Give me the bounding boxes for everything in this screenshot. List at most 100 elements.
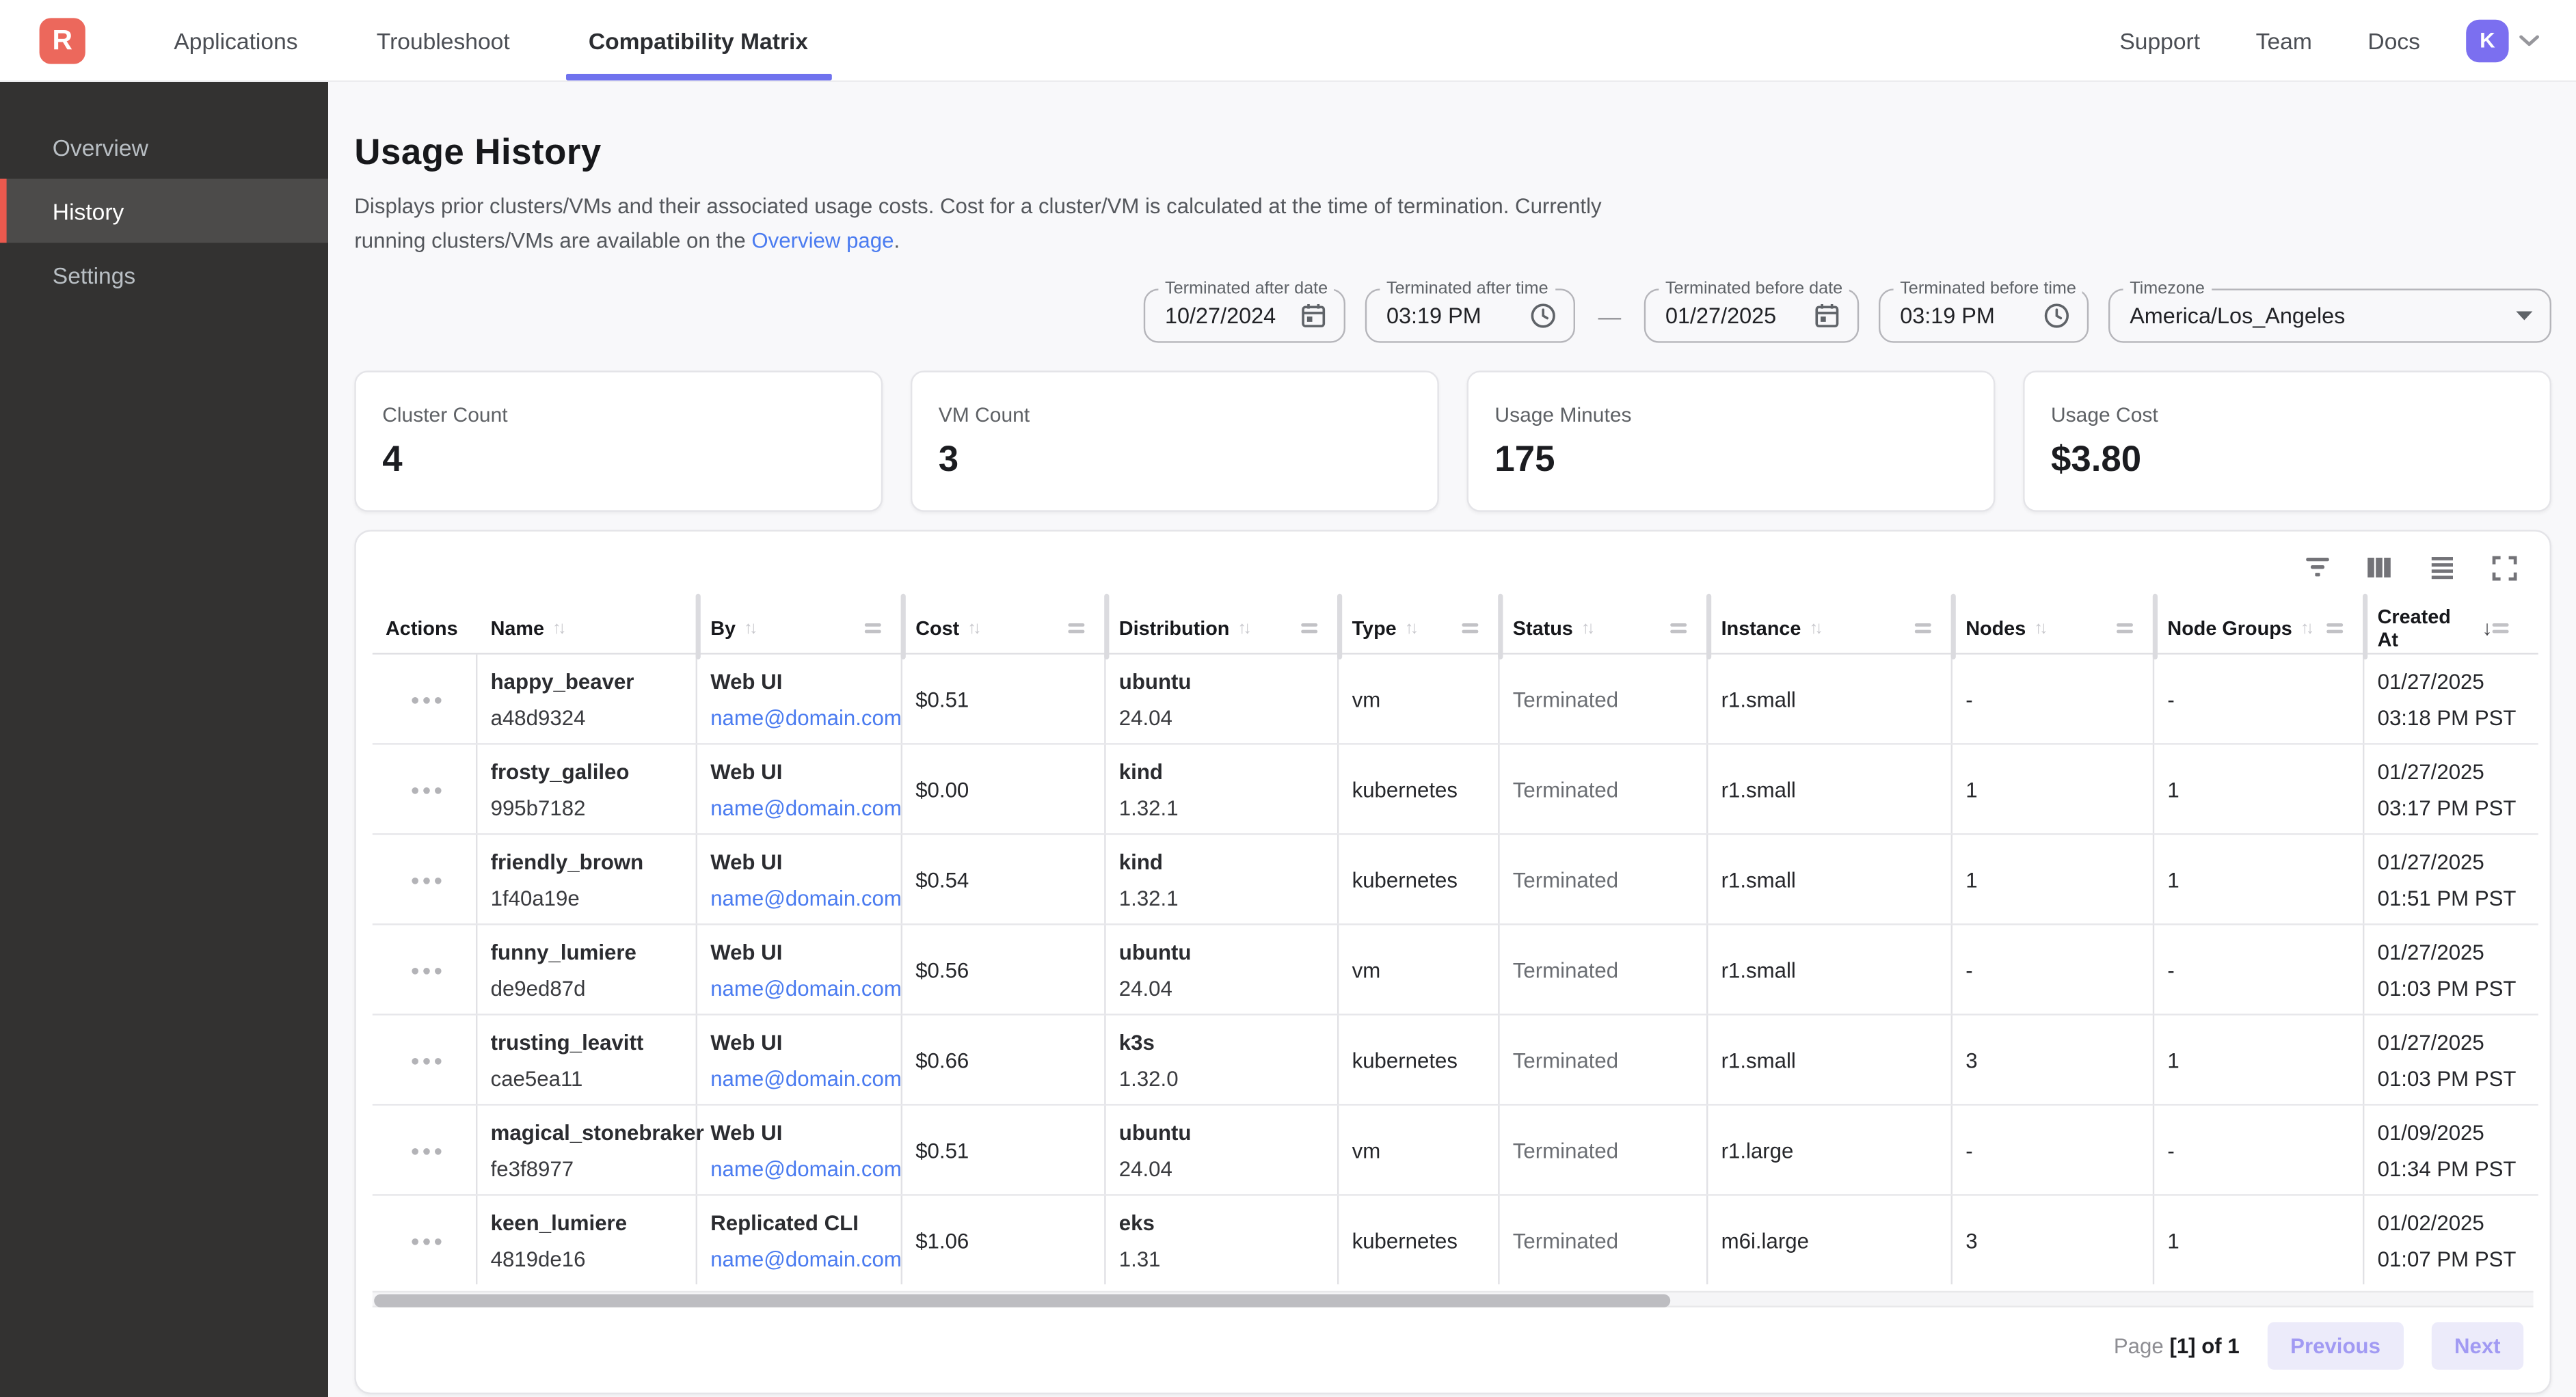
created-time: 01:51 PM PST [2377, 886, 2517, 910]
created-by-email-link[interactable]: name@domain.com [710, 796, 902, 820]
column-header-by[interactable]: By ↑↓ [697, 593, 906, 660]
column-header-created-at[interactable]: Created At ↓ [2364, 603, 2530, 653]
nav-tab-applications[interactable]: Applications [174, 27, 298, 53]
nav-tab-troubleshoot[interactable]: Troubleshoot [376, 27, 510, 53]
cell-actions [373, 654, 478, 744]
dropdown-arrow-icon[interactable] [2499, 310, 2533, 322]
column-header-node-groups[interactable]: Node Groups ↑↓ [2154, 593, 2368, 660]
row-actions-button[interactable] [405, 1228, 447, 1253]
drag-handle-icon[interactable] [1670, 623, 1687, 634]
sidebar-item-overview[interactable]: Overview [52, 133, 148, 161]
row-actions-button[interactable] [405, 1047, 447, 1073]
avatar[interactable]: K [2466, 18, 2509, 62]
created-by-email-link[interactable]: name@domain.com [710, 976, 902, 1001]
sort-icon[interactable]: ↑↓ [2034, 618, 2048, 638]
drag-handle-icon[interactable] [2326, 623, 2344, 634]
filter-row: Terminated after date 10/27/2024 Termina… [354, 279, 2552, 343]
calendar-icon[interactable] [1283, 302, 1328, 330]
sort-icon[interactable]: ↑↓ [552, 618, 566, 638]
column-resize-handle[interactable] [1498, 593, 1503, 660]
previous-page-button[interactable]: Previous [2267, 1321, 2404, 1369]
sort-icon[interactable]: ↑↓ [967, 618, 981, 638]
drag-handle-icon[interactable] [1462, 623, 1479, 634]
column-resize-handle[interactable] [1706, 593, 1712, 660]
calendar-icon[interactable] [1797, 302, 1841, 330]
drag-handle-icon[interactable] [864, 623, 881, 634]
cell-name: funny_lumiere de9ed87d [477, 925, 698, 1014]
timezone-select[interactable]: Timezone America/Los_Angeles [2108, 279, 2552, 343]
user-menu[interactable]: K [2466, 18, 2540, 62]
drag-handle-icon[interactable] [1914, 623, 1931, 634]
terminated-after-date-field[interactable]: Terminated after date 10/27/2024 [1143, 279, 1346, 343]
sort-icon[interactable]: ↑↓ [1404, 618, 1419, 638]
column-header-instance[interactable]: Instance ↑↓ [1708, 593, 1956, 660]
column-resize-handle[interactable] [1950, 593, 1956, 660]
chevron-down-icon[interactable] [2519, 25, 2540, 55]
cell-cost: $0.56 [902, 925, 1106, 1014]
sort-icon[interactable]: ↑↓ [2300, 618, 2314, 638]
replicated-logo[interactable]: R [39, 17, 85, 64]
distribution-name: kind [1118, 850, 1163, 875]
terminated-before-date-field[interactable]: Terminated before date 01/27/2025 [1643, 279, 1860, 343]
overview-page-link[interactable]: Overview page [751, 228, 894, 253]
stat-card-usage-cost: Usage Cost $3.80 [2023, 370, 2552, 512]
nav-link-support[interactable]: Support [2119, 27, 2201, 53]
density-icon[interactable] [2419, 545, 2465, 591]
nav-tab-compatibility-matrix[interactable]: Compatibility Matrix [549, 0, 847, 81]
field-label: Terminated after time [1380, 279, 1555, 299]
column-resize-handle[interactable] [2363, 593, 2368, 660]
distribution-name: ubuntu [1118, 940, 1192, 965]
row-actions-button[interactable] [405, 686, 447, 712]
column-header-cost[interactable]: Cost ↑↓ [902, 593, 1110, 660]
row-actions-button[interactable] [405, 776, 447, 802]
row-actions-button[interactable] [405, 867, 447, 893]
created-by-email-link[interactable]: name@domain.com [710, 1156, 902, 1182]
fullscreen-icon[interactable] [2481, 545, 2527, 591]
sort-icon[interactable]: ↑↓ [1809, 618, 1823, 638]
stat-label: Usage Minutes [1494, 403, 1632, 426]
column-resize-handle[interactable] [1337, 593, 1343, 660]
terminated-before-time-field[interactable]: Terminated before time 03:19 PM [1879, 279, 2089, 343]
filter-icon[interactable] [2294, 545, 2339, 591]
drag-handle-icon[interactable] [1068, 623, 1085, 634]
cell-type: vm [1339, 1105, 1500, 1195]
sidebar-item-history[interactable]: History [0, 178, 329, 243]
sort-icon[interactable]: ↑↓ [1581, 618, 1595, 638]
column-header-status[interactable]: Status ↑↓ [1500, 593, 1712, 660]
column-resize-handle[interactable] [900, 593, 906, 660]
scrollbar-thumb[interactable] [374, 1294, 1671, 1307]
sort-icon[interactable]: ↑↓ [1237, 618, 1251, 638]
row-actions-button[interactable] [405, 1137, 447, 1163]
drag-handle-icon[interactable] [1301, 623, 1318, 634]
created-time: 03:18 PM PST [2377, 705, 2517, 730]
row-actions-button[interactable] [405, 957, 447, 983]
drag-handle-icon[interactable] [2117, 623, 2134, 634]
created-by-source: Web UI [710, 759, 783, 785]
column-resize-handle[interactable] [695, 593, 701, 660]
distribution-name: eks [1118, 1210, 1155, 1236]
columns-icon[interactable] [2356, 545, 2402, 591]
column-header-distribution[interactable]: Distribution ↑↓ [1106, 593, 1343, 660]
field-value: America/Los_Angeles [2130, 303, 2346, 329]
drag-handle-icon[interactable] [2492, 623, 2509, 634]
column-header-name[interactable]: Name ↑↓ [477, 593, 701, 660]
horizontal-scrollbar [372, 1290, 2534, 1307]
nav-link-docs[interactable]: Docs [2367, 27, 2421, 53]
sidebar-item-settings[interactable]: Settings [52, 261, 136, 288]
created-by-email-link[interactable]: name@domain.com [710, 1066, 902, 1091]
column-header-nodes[interactable]: Nodes ↑↓ [1953, 593, 2158, 660]
next-page-button[interactable]: Next [2431, 1321, 2524, 1369]
sort-icon[interactable]: ↑↓ [744, 618, 757, 638]
sort-desc-icon[interactable]: ↓ [2482, 616, 2493, 640]
cell-node_groups: - [2154, 654, 2365, 744]
column-header-type[interactable]: Type ↑↓ [1339, 593, 1503, 660]
created-by-email-link[interactable]: name@domain.com [710, 705, 902, 730]
created-by-email-link[interactable]: name@domain.com [710, 1247, 902, 1272]
nav-link-team[interactable]: Team [2255, 27, 2312, 53]
created-by-email-link[interactable]: name@domain.com [710, 886, 902, 910]
terminated-after-time-field[interactable]: Terminated after time 03:19 PM [1365, 279, 1575, 343]
column-resize-handle[interactable] [2152, 593, 2158, 660]
clock-icon[interactable] [2026, 302, 2071, 330]
column-resize-handle[interactable] [1104, 593, 1110, 660]
clock-icon[interactable] [1513, 302, 1557, 330]
